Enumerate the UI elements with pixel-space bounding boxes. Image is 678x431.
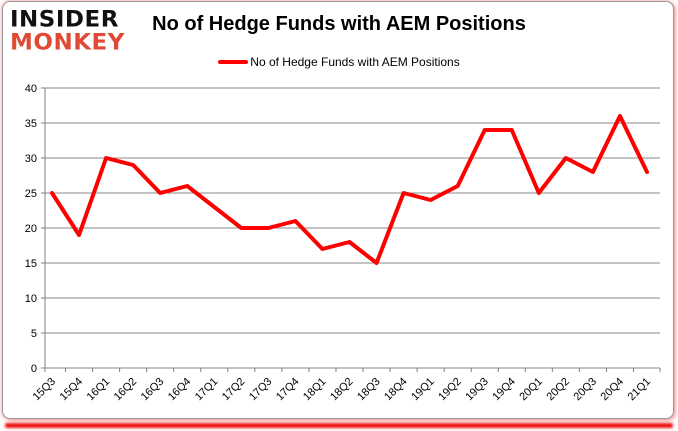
- y-tick-label: 20: [25, 223, 37, 235]
- y-tick-label: 25: [25, 188, 37, 200]
- legend: No of Hedge Funds with AEM Positions: [0, 55, 678, 69]
- series-line: [50, 114, 649, 265]
- y-tick-label: 0: [31, 363, 37, 375]
- bottom-red-highlight: [5, 423, 673, 428]
- y-tick-label: 5: [31, 328, 37, 340]
- x-tick-label: 19Q1: [409, 376, 437, 404]
- x-tick-label: 20Q3: [572, 376, 600, 404]
- y-tick-label: 10: [25, 293, 37, 305]
- x-tick-label: 15Q4: [58, 376, 86, 404]
- x-tick-label: 19Q4: [490, 376, 518, 404]
- x-tick-label: 20Q2: [544, 376, 572, 404]
- x-tick-label: 16Q2: [112, 376, 140, 404]
- x-tick-label: 16Q3: [139, 376, 167, 404]
- y-tick-label: 40: [25, 83, 37, 95]
- x-tick-label: 15Q3: [31, 376, 59, 404]
- chart-frame: [2, 1, 674, 419]
- y-tick-label: 15: [25, 258, 37, 270]
- x-tick-label: 19Q3: [463, 376, 491, 404]
- x-tick-label: 18Q3: [355, 376, 383, 404]
- insider-monkey-logo: INSIDER MONKEY: [10, 9, 125, 55]
- x-tick-label: 19Q2: [436, 376, 464, 404]
- x-tick-label: 18Q1: [301, 376, 329, 404]
- x-tick-label: 20Q4: [599, 376, 627, 404]
- x-tick-label: 18Q2: [328, 376, 356, 404]
- x-tick-label: 17Q2: [220, 376, 248, 404]
- x-tick-label: 21Q1: [626, 376, 654, 404]
- y-tick-label: 30: [25, 153, 37, 165]
- legend-label: No of Hedge Funds with AEM Positions: [250, 55, 460, 69]
- x-tick-label: 17Q3: [247, 376, 275, 404]
- chart-title: No of Hedge Funds with AEM Positions: [152, 13, 526, 35]
- y-tick-label: 35: [25, 118, 37, 130]
- logo-line1: INSIDER: [10, 7, 119, 33]
- x-tick-label: 18Q4: [382, 376, 410, 404]
- x-tick-label: 20Q1: [517, 376, 545, 404]
- x-tick-label: 16Q4: [166, 376, 194, 404]
- x-tick-label: 17Q4: [274, 376, 302, 404]
- logo-line2: MONKEY: [10, 30, 125, 56]
- x-tick-label: 16Q1: [85, 376, 113, 404]
- legend-line-swatch: [218, 60, 249, 64]
- x-tick-label: 17Q1: [193, 376, 221, 404]
